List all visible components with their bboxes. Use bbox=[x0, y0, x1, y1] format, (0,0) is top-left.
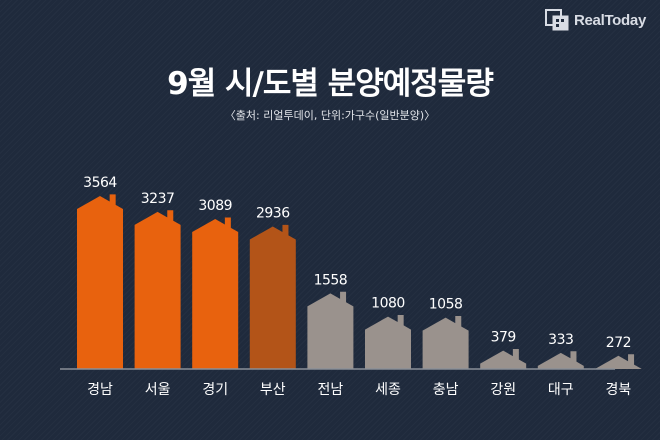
value-label: 1080 bbox=[371, 296, 405, 312]
category-label: 부산 bbox=[260, 382, 286, 398]
brand-logo: RealToday bbox=[544, 8, 646, 32]
bar-대구 bbox=[537, 351, 584, 369]
bar-전남 bbox=[307, 291, 354, 369]
value-label: 1558 bbox=[314, 272, 348, 288]
category-label: 대구 bbox=[548, 382, 574, 398]
bar-부산 bbox=[249, 224, 296, 369]
category-label: 경북 bbox=[606, 382, 632, 398]
value-label: 3089 bbox=[198, 198, 232, 214]
value-label: 272 bbox=[606, 335, 631, 351]
category-label: 경기 bbox=[202, 382, 228, 398]
value-label: 3237 bbox=[141, 191, 175, 207]
bar-경북 bbox=[595, 354, 642, 369]
value-label: 379 bbox=[491, 330, 516, 346]
brand-name: RealToday bbox=[573, 11, 646, 29]
value-label: 3564 bbox=[83, 175, 117, 191]
value-label: 2936 bbox=[256, 205, 290, 221]
value-labels-group: 3564 3237 3089 2936 1558 1080 1058 379 333 272 bbox=[83, 175, 631, 351]
bar-강원 bbox=[480, 349, 527, 369]
category-label: 충남 bbox=[433, 382, 459, 398]
bar-서울 bbox=[134, 210, 181, 369]
chart-title: 9월 시/도별 분양예정물량 bbox=[167, 66, 494, 102]
value-label: 333 bbox=[548, 332, 573, 348]
bar-충남 bbox=[422, 316, 469, 369]
category-label: 세종 bbox=[375, 382, 401, 398]
realtoday-logo-icon bbox=[544, 9, 569, 31]
category-label: 전남 bbox=[318, 382, 344, 398]
chart-subtitle: 〈출처: 리얼투데이, 단위:가구수(일반분양)〉 bbox=[224, 109, 436, 122]
category-label: 경남 bbox=[87, 382, 113, 398]
bar-세종 bbox=[365, 314, 411, 369]
bars-group bbox=[77, 194, 642, 369]
category-label: 서울 bbox=[145, 382, 171, 398]
bar-경남 bbox=[77, 194, 123, 369]
bar-경기 bbox=[192, 217, 239, 369]
value-label: 1058 bbox=[429, 297, 463, 313]
category-labels-group: 경남 서울 경기 부산 전남 세종 충남 강원 대구 경북 bbox=[87, 382, 631, 398]
category-label: 강원 bbox=[490, 382, 516, 398]
